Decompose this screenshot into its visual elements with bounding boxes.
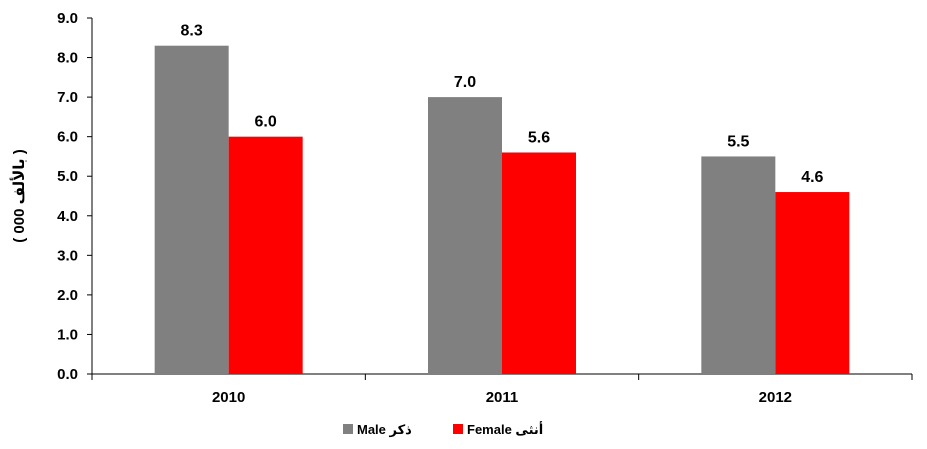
bars [154,45,850,374]
y-tick-label: 4.0 [57,208,78,225]
legend: ذكر Male أنثى Female [343,421,543,437]
y-tick-label: 3.0 [57,247,78,264]
bar-male-2010 [154,45,229,374]
legend-label-female: أنثى Female [467,421,543,437]
data-label: 5.5 [727,133,749,150]
y-tick-label: 9.0 [57,10,78,27]
y-tick-label: 6.0 [57,129,78,146]
legend-label-male: ذكر Male [357,422,412,437]
bar-female-2010 [228,136,303,374]
bar-male-2011 [428,97,502,374]
data-label: 7.0 [454,74,476,91]
y-axis-title: ( 000 بالألف ) [10,149,28,242]
legend-swatch-female [453,424,463,434]
data-label: 5.6 [528,129,550,146]
axes: 0.0 1.0 2.0 3.0 4.0 5.0 6.0 7.0 8.0 9.0 ( 000 بالأ… [10,10,913,406]
bar-female-2012 [775,192,850,374]
x-tick-label: 2012 [759,389,792,406]
y-tick-label: 0.0 [57,366,78,383]
bar-male-2012 [701,156,776,374]
x-tick-label: 2011 [486,389,519,406]
y-tick-label: 1.0 [57,326,78,343]
data-label: 6.0 [255,114,277,131]
data-label: 8.3 [181,23,203,40]
data-label: 4.6 [801,169,823,186]
data-labels: 8.3 6.0 7.0 5.6 5.5 4.6 [181,23,824,186]
y-tick-label: 7.0 [57,89,78,106]
bar-female-2011 [502,152,576,374]
y-tick-label: 8.0 [57,50,78,67]
legend-swatch-male [343,424,353,434]
y-tick-label: 2.0 [57,287,78,304]
y-tick-label: 5.0 [57,168,78,185]
x-tick-label: 2010 [212,389,245,406]
